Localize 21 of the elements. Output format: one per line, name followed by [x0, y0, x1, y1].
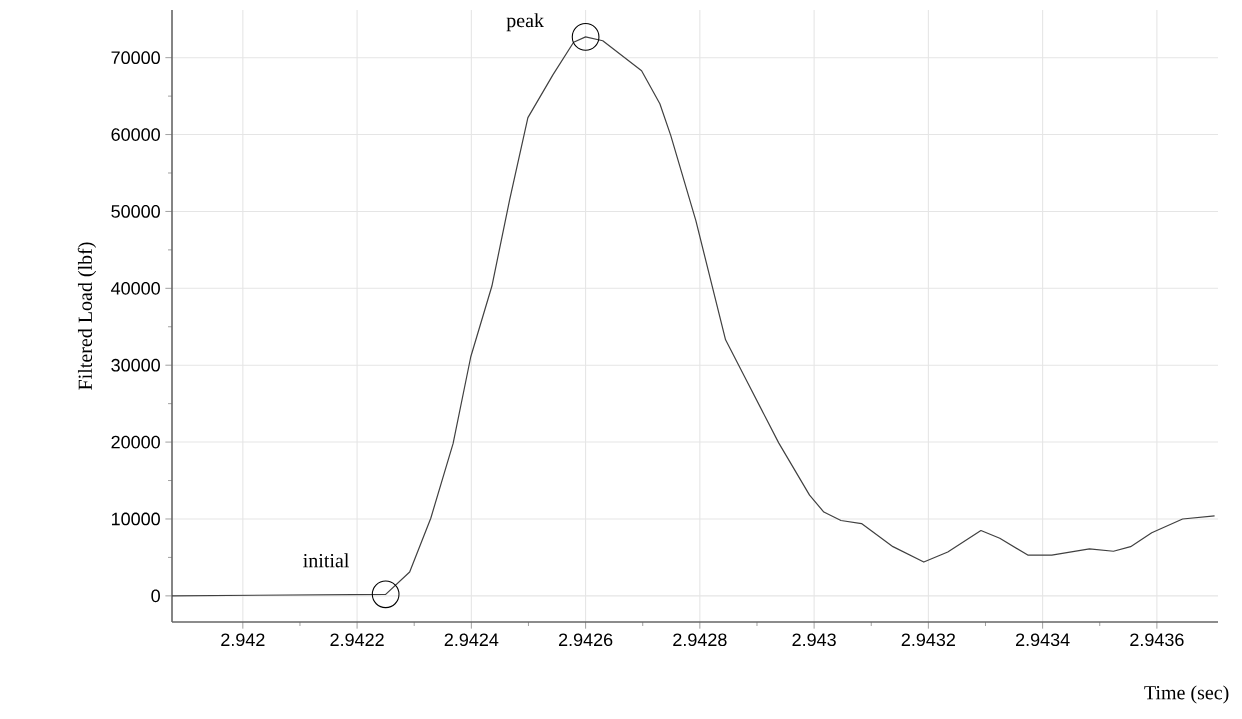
y-tick-label: 20000	[111, 435, 160, 449]
x-axis-title: Time (sec)	[1144, 685, 1229, 704]
y-tick-label: 10000	[112, 512, 160, 526]
x-tick-label: 2.942	[221, 633, 265, 647]
y-axis-title: Filtered Load (lbf)	[77, 242, 97, 390]
x-tick-label: 2.9424	[444, 633, 499, 647]
x-tick-label: 2.9422	[330, 633, 384, 647]
y-tick-label: 40000	[111, 281, 160, 295]
x-tick-label: 2.9434	[1015, 633, 1070, 647]
y-tick-label: 0	[151, 589, 160, 603]
y-tick-label: 70000	[111, 51, 160, 65]
x-tick-label: 2.9436	[1130, 633, 1184, 647]
y-tick-label: 50000	[111, 205, 160, 218]
x-tick-label: 2.9432	[901, 633, 955, 647]
x-tick-label: 2.943	[792, 633, 836, 647]
x-tick-label: 2.9428	[673, 633, 727, 647]
annotation: peak	[506, 13, 545, 32]
x-tick-label: 2.9426	[558, 633, 613, 647]
annotation: initial	[303, 553, 349, 568]
y-tick-label: 30000	[111, 358, 160, 372]
y-tick-label: 60000	[111, 128, 160, 141]
